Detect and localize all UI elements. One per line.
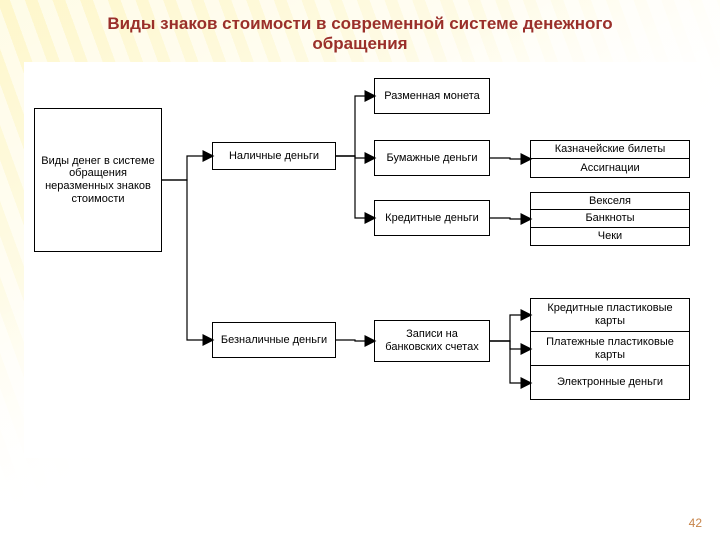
node-records: Записи на банковских счетах — [374, 320, 490, 362]
diagram-area: Виды денег в системе обращения неразменн… — [24, 62, 700, 458]
slide-title: Виды знаков стоимости в современной сист… — [80, 14, 640, 55]
edge — [490, 158, 530, 159]
edge — [336, 156, 374, 158]
stack-paper_kinds-cell-0: Казначейские билеты — [530, 140, 690, 159]
edge — [162, 156, 212, 180]
node-root: Виды денег в системе обращения неразменн… — [34, 108, 162, 252]
slide: Виды знаков стоимости в современной сист… — [0, 0, 720, 540]
stack-credit_kinds-cell-2: Чеки — [530, 228, 690, 246]
edge — [490, 341, 530, 349]
stack-credit_kinds-cell-1: Банкноты — [530, 210, 690, 228]
node-noncash: Безналичные деньги — [212, 322, 336, 358]
stack-credit_kinds-cell-0: Векселя — [530, 192, 690, 210]
stack-noncash_kinds-cell-0: Кредитные пластиковые карты — [530, 298, 690, 332]
stack-paper_kinds: Казначейские билетыАссигнации — [530, 140, 690, 178]
stack-noncash_kinds-cell-1: Платежные пластиковые карты — [530, 332, 690, 366]
node-credit: Кредитные деньги — [374, 200, 490, 236]
node-paper: Бумажные деньги — [374, 140, 490, 176]
stack-noncash_kinds: Кредитные пластиковые картыПлатежные пла… — [530, 298, 690, 400]
edge — [336, 156, 374, 218]
edge — [336, 340, 374, 341]
page-number: 42 — [689, 516, 702, 530]
stack-paper_kinds-cell-1: Ассигнации — [530, 159, 690, 178]
edge — [490, 218, 530, 219]
stack-credit_kinds: ВекселяБанкнотыЧеки — [530, 192, 690, 246]
stack-noncash_kinds-cell-2: Электронные деньги — [530, 366, 690, 400]
node-coin: Разменная монета — [374, 78, 490, 114]
edge — [490, 315, 530, 341]
edge — [162, 180, 212, 340]
edge — [490, 341, 530, 383]
node-cash: Наличные деньги — [212, 142, 336, 170]
edge — [336, 96, 374, 156]
